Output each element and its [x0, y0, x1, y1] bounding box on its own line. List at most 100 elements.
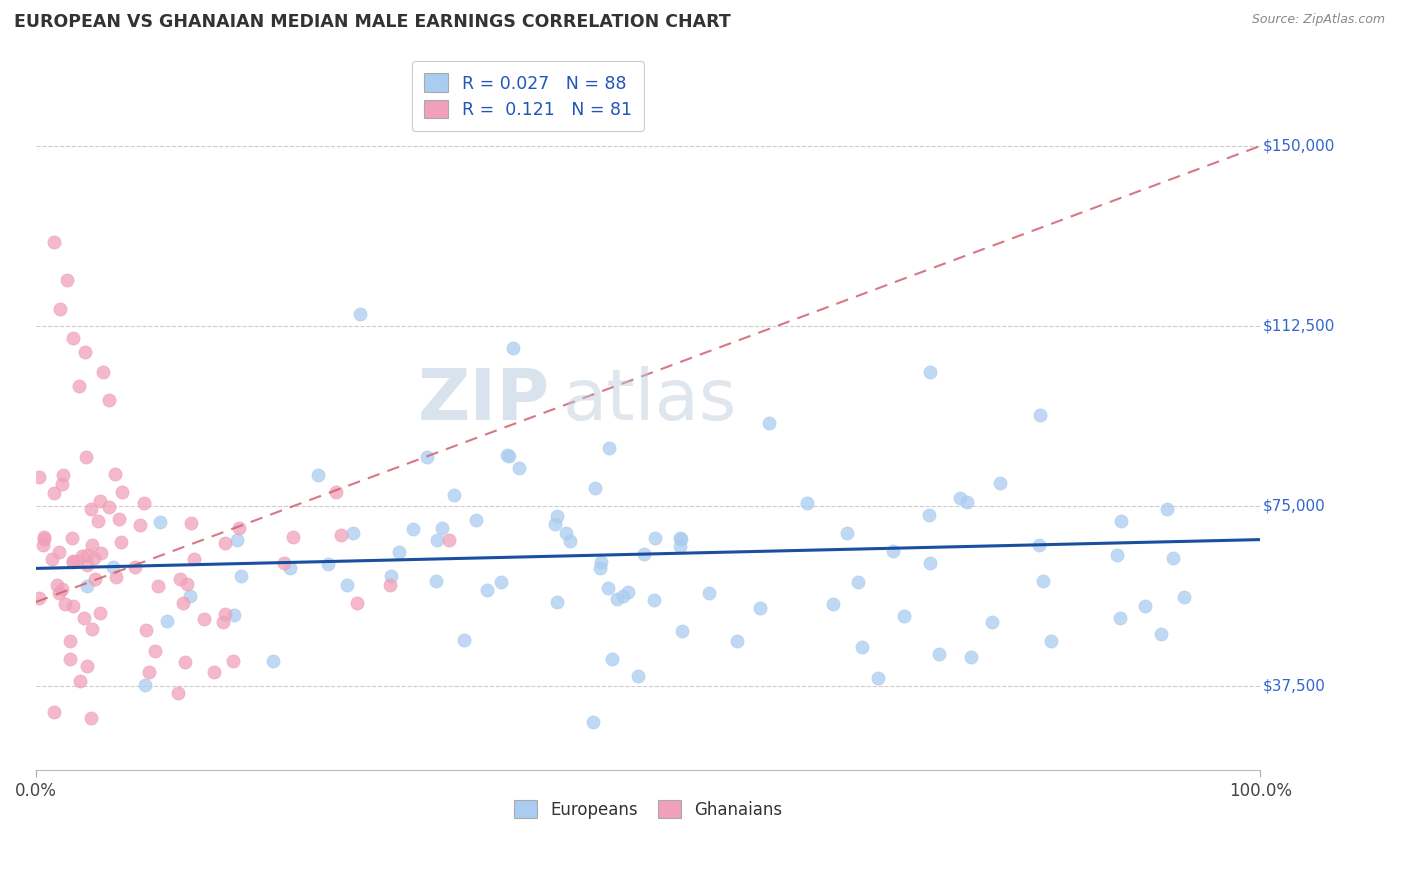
- Point: [69, 673, 91, 688]
- Point: [918, 365, 941, 379]
- Point: [214, 607, 236, 622]
- Point: [583, 481, 606, 495]
- Text: $112,500: $112,500: [1263, 318, 1336, 334]
- Point: [90, 546, 112, 560]
- Point: [669, 532, 692, 546]
- Point: [82, 538, 104, 552]
- Point: [104, 467, 127, 481]
- Point: [918, 508, 941, 522]
- Point: [87, 514, 110, 528]
- Point: [62, 599, 84, 614]
- Point: [643, 593, 665, 607]
- Point: [83, 550, 105, 565]
- Point: [183, 552, 205, 566]
- Point: [67, 379, 90, 393]
- Point: [49, 302, 72, 317]
- Point: [110, 535, 132, 549]
- Point: [342, 525, 364, 540]
- Point: [138, 665, 160, 679]
- Point: [425, 533, 447, 548]
- Point: [495, 448, 517, 462]
- Point: [1156, 502, 1178, 516]
- Text: $37,500: $37,500: [1263, 679, 1326, 693]
- Point: [671, 624, 693, 638]
- Point: [229, 568, 252, 582]
- Point: [62, 555, 84, 569]
- Point: [41, 552, 63, 566]
- Point: [960, 650, 983, 665]
- Point: [76, 548, 98, 562]
- Point: [316, 558, 339, 572]
- Point: [1032, 574, 1054, 588]
- Point: [589, 555, 612, 569]
- Point: [44, 706, 66, 720]
- Point: [437, 533, 460, 548]
- Legend: Europeans, Ghanaians: Europeans, Ghanaians: [508, 794, 789, 826]
- Point: [111, 485, 134, 500]
- Point: [851, 640, 873, 654]
- Point: [416, 450, 439, 464]
- Point: [83, 572, 105, 586]
- Point: [169, 572, 191, 586]
- Point: [76, 579, 98, 593]
- Point: [172, 596, 194, 610]
- Point: [212, 615, 235, 629]
- Point: [59, 633, 82, 648]
- Point: [508, 461, 530, 475]
- Point: [76, 558, 98, 572]
- Point: [1133, 599, 1156, 613]
- Point: [893, 609, 915, 624]
- Point: [103, 560, 125, 574]
- Point: [179, 589, 201, 603]
- Point: [72, 549, 94, 563]
- Point: [617, 585, 640, 599]
- Point: [582, 714, 605, 729]
- Point: [918, 556, 941, 570]
- Point: [425, 574, 447, 589]
- Text: Source: ZipAtlas.com: Source: ZipAtlas.com: [1251, 13, 1385, 27]
- Point: [149, 515, 172, 529]
- Point: [589, 561, 612, 575]
- Point: [62, 554, 84, 568]
- Point: [627, 668, 650, 682]
- Point: [62, 331, 84, 345]
- Point: [1109, 515, 1132, 529]
- Point: [988, 475, 1011, 490]
- Point: [596, 581, 619, 595]
- Point: [59, 651, 82, 665]
- Point: [866, 671, 889, 685]
- Point: [949, 491, 972, 505]
- Point: [91, 365, 114, 379]
- Point: [176, 577, 198, 591]
- Point: [42, 485, 65, 500]
- Point: [669, 539, 692, 553]
- Point: [262, 654, 284, 668]
- Point: [668, 531, 690, 545]
- Point: [166, 686, 188, 700]
- Point: [75, 450, 97, 465]
- Point: [307, 467, 329, 482]
- Point: [1161, 551, 1184, 566]
- Point: [280, 561, 302, 575]
- Point: [633, 547, 655, 561]
- Point: [48, 544, 70, 558]
- Point: [53, 597, 76, 611]
- Point: [51, 582, 73, 596]
- Point: [758, 416, 780, 430]
- Point: [80, 622, 103, 636]
- Point: [378, 578, 401, 592]
- Point: [180, 516, 202, 530]
- Point: [174, 655, 197, 669]
- Text: ZIP: ZIP: [418, 366, 550, 435]
- Point: [132, 496, 155, 510]
- Point: [598, 441, 620, 455]
- Point: [928, 647, 950, 661]
- Point: [699, 586, 721, 600]
- Point: [80, 501, 103, 516]
- Point: [1109, 610, 1132, 624]
- Point: [600, 652, 623, 666]
- Point: [225, 533, 247, 548]
- Point: [66, 554, 89, 568]
- Point: [980, 615, 1002, 629]
- Point: [202, 665, 225, 679]
